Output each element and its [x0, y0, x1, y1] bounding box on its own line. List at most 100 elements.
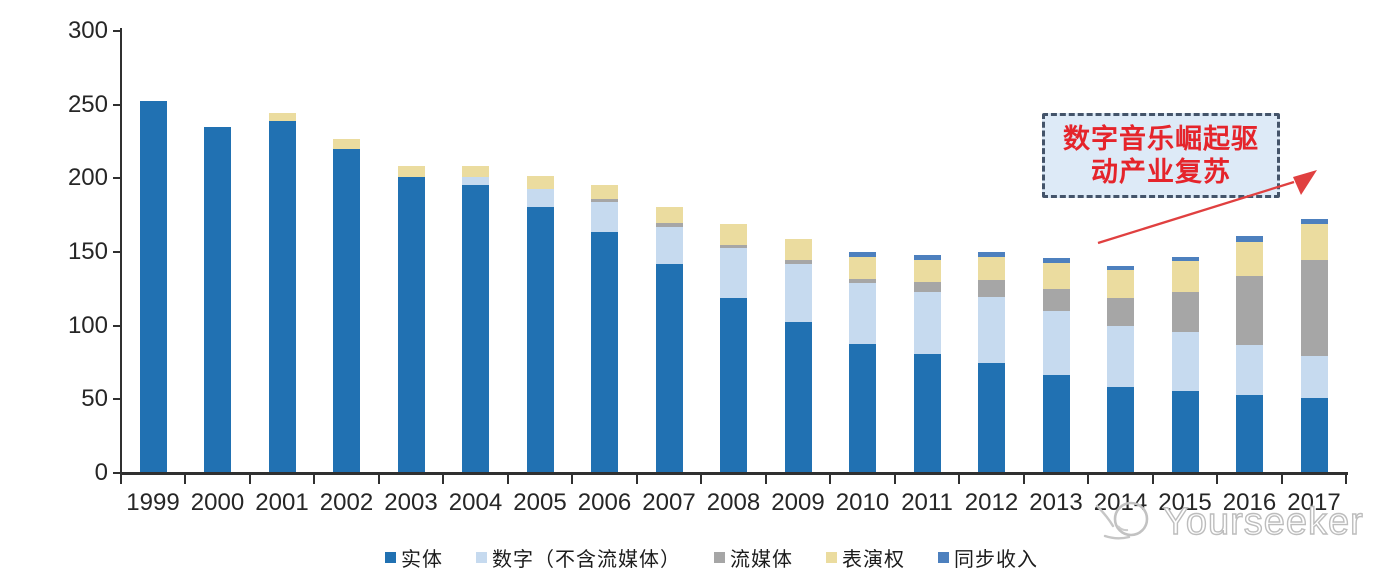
bar-2010	[849, 0, 876, 472]
bar-segment-实体	[268, 121, 296, 472]
bar-segment-实体	[913, 354, 941, 472]
legend-label: 表演权	[842, 549, 905, 571]
bar-segment-同步收入	[978, 252, 1005, 257]
y-axis-label: 0	[94, 459, 108, 486]
bar-segment-数字（不含流媒体）	[1107, 326, 1134, 387]
x-axis-label-2009: 2009	[771, 489, 825, 516]
bar-segment-实体	[1300, 398, 1328, 472]
annotation-text-line2: 动产业复苏	[1091, 156, 1231, 187]
bar-segment-流媒体	[784, 259, 812, 265]
x-axis-tick	[1022, 475, 1025, 484]
bar-segment-实体	[1107, 386, 1134, 472]
watermark-text: Yourseeker	[1162, 500, 1364, 543]
bar-segment-同步收入	[1236, 236, 1263, 243]
bar-segment-表演权	[720, 224, 747, 246]
y-axis-label: 50	[81, 385, 108, 413]
bar-2012	[978, 0, 1005, 472]
x-axis-tick	[313, 475, 316, 484]
x-axis-label-2005: 2005	[513, 489, 567, 516]
bar-segment-实体	[1236, 395, 1263, 472]
bar-segment-流媒体	[1171, 292, 1199, 333]
bar-2005	[526, 0, 554, 472]
bar-2004	[462, 0, 489, 472]
x-axis-tick	[764, 475, 767, 484]
bar-segment-数字（不含流媒体）	[978, 296, 1005, 363]
bar-segment-表演权	[1300, 224, 1328, 260]
legend-label: 流媒体	[730, 549, 793, 571]
bar-segment-数字（不含流媒体）	[462, 177, 489, 185]
legend-swatch-icon	[476, 552, 487, 563]
y-axis-tick	[113, 398, 120, 401]
x-axis-label-2015: 2015	[1158, 489, 1212, 516]
y-axis-label: 300	[67, 17, 108, 44]
x-axis-tick	[119, 475, 122, 484]
x-axis-tick	[958, 475, 961, 484]
y-axis-tick	[113, 177, 120, 180]
bar-2003	[397, 0, 425, 472]
bar-segment-表演权	[591, 184, 618, 200]
legend-swatch-icon	[826, 552, 837, 563]
bar-segment-实体	[333, 149, 360, 472]
yourseeker-logo-icon	[1095, 501, 1149, 540]
bar-segment-同步收入	[1300, 218, 1328, 225]
legend-item-实体: 实体	[385, 543, 443, 572]
watermark: Yourseeker	[1093, 496, 1364, 548]
bar-2006	[591, 0, 618, 472]
bar-segment-流媒体	[913, 281, 941, 293]
legend-item-同步收入: 同步收入	[938, 543, 1038, 572]
bar-segment-流媒体	[655, 223, 683, 228]
x-axis-label-2003: 2003	[384, 489, 438, 516]
bar-segment-数字（不含流媒体）	[720, 248, 747, 299]
x-axis-tick	[571, 475, 574, 484]
bar-2013	[1042, 0, 1070, 472]
x-axis-label-2008: 2008	[706, 489, 761, 516]
bar-segment-表演权	[1171, 261, 1199, 293]
bar-segment-同步收入	[1107, 265, 1134, 271]
bar-segment-实体	[720, 298, 747, 472]
bar-segment-实体	[849, 343, 876, 472]
bar-2000	[204, 0, 231, 472]
bar-segment-数字（不含流媒体）	[655, 227, 683, 265]
x-axis-label-2012: 2012	[964, 489, 1019, 516]
bar-segment-数字（不含流媒体）	[1236, 345, 1263, 396]
bar-segment-表演权	[1042, 262, 1070, 290]
bar-segment-同步收入	[913, 255, 941, 260]
bar-segment-表演权	[1107, 270, 1134, 299]
y-axis-tick	[113, 472, 120, 474]
x-axis-label-2010: 2010	[835, 489, 890, 516]
bar-segment-流媒体	[1236, 276, 1263, 346]
bar-2014	[1107, 0, 1134, 472]
bar-2009	[784, 0, 812, 472]
bar-segment-实体	[1042, 374, 1070, 472]
y-axis-label: 250	[67, 90, 108, 118]
x-axis-tick	[1345, 475, 1348, 484]
x-axis-tick	[893, 475, 896, 484]
legend-label: 数字（不含流媒体）	[492, 549, 681, 571]
bar-segment-流媒体	[591, 199, 618, 203]
bar-segment-同步收入	[1042, 258, 1070, 263]
annotation-text-line1: 数字音乐崛起驱	[1063, 123, 1259, 154]
bar-1999	[139, 0, 167, 472]
bar-segment-数字（不含流媒体）	[849, 283, 876, 344]
y-axis-label: 150	[67, 238, 108, 265]
legend-label: 实体	[401, 549, 443, 571]
bar-segment-数字（不含流媒体）	[913, 292, 941, 355]
bar-segment-数字（不含流媒体）	[591, 202, 618, 232]
legend-item-表演权: 表演权	[826, 543, 905, 572]
bar-2015	[1171, 0, 1199, 472]
bar-2016	[1236, 0, 1263, 472]
y-axis-tick	[113, 30, 120, 32]
legend-item-流媒体: 流媒体	[714, 543, 793, 572]
x-axis-label-2000: 2000	[190, 489, 245, 516]
y-axis-tick	[113, 103, 120, 106]
bar-segment-表演权	[268, 112, 296, 122]
x-axis-label-2004: 2004	[448, 489, 503, 516]
x-axis-line	[120, 472, 1348, 475]
bar-segment-表演权	[849, 256, 876, 279]
y-axis-line	[120, 28, 122, 474]
bar-segment-表演权	[526, 175, 554, 190]
legend-item-数字（不含流媒体）: 数字（不含流媒体）	[476, 543, 681, 572]
x-axis-tick	[377, 475, 380, 484]
bar-2007	[655, 0, 683, 472]
bar-segment-同步收入	[849, 252, 876, 257]
